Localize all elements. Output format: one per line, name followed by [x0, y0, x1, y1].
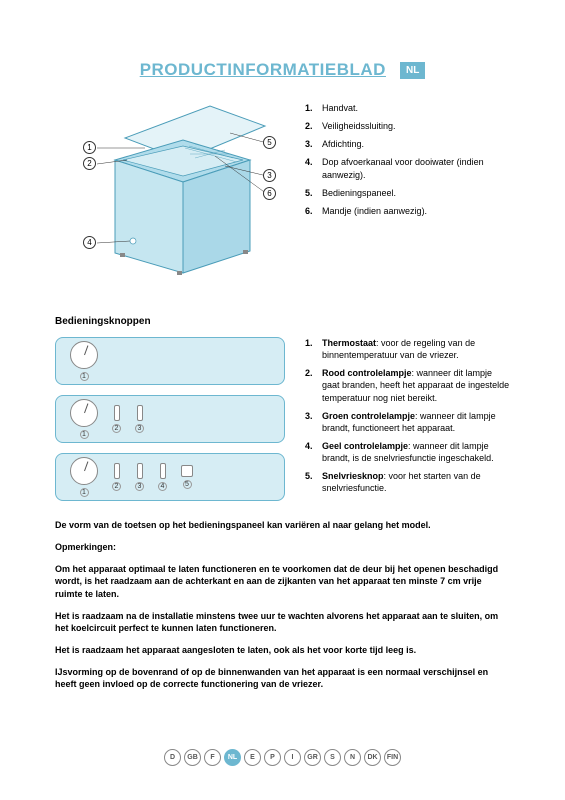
callout-3: 3 [263, 169, 276, 182]
callout-4: 4 [83, 236, 96, 249]
lang-d: D [164, 749, 181, 766]
list-item: 6.Mandje (indien aanwezig). [305, 205, 510, 217]
indicator-light-icon [160, 463, 166, 479]
lang-nl: NL [224, 749, 241, 766]
list-item: 2.Rood controlelampje: wanneer dit lampj… [305, 367, 510, 403]
callout-1: 1 [83, 141, 96, 154]
language-selector-row: D GB F NL E P I GR S N DK FIN [0, 749, 565, 766]
language-badge: NL [400, 62, 425, 79]
list-item: 3.Groen controlelampje: wanneer dit lamp… [305, 410, 510, 434]
remarks-heading: Opmerkingen: [55, 541, 510, 553]
remark-text: IJsvorming op de bovenrand of op de binn… [55, 666, 510, 690]
list-item: 5.Bedieningspaneel. [305, 187, 510, 199]
list-item: 3.Afdichting. [305, 138, 510, 150]
indicator-light-icon [114, 463, 120, 479]
thermostat-dial-icon [70, 399, 98, 427]
list-item: 2.Veiligheidssluiting. [305, 120, 510, 132]
indicator-light-icon [137, 405, 143, 421]
callout-2: 2 [83, 157, 96, 170]
list-item: 5.Snelvriesknop: voor het starten van de… [305, 470, 510, 494]
indicator-light-icon [114, 405, 120, 421]
freezer-diagram: 1 2 4 5 3 6 [55, 98, 285, 288]
control-panels-illustration: 1 1 2 3 1 2 3 4 5 [55, 337, 285, 501]
control-panel-variant-2: 1 2 3 [55, 395, 285, 443]
callout-5: 5 [263, 136, 276, 149]
controls-heading: Bedieningsknoppen [55, 316, 510, 327]
list-item: 1.Handvat. [305, 102, 510, 114]
lang-gr: GR [304, 749, 321, 766]
lang-fin: FIN [384, 749, 401, 766]
lang-gb: GB [184, 749, 201, 766]
lang-n: N [344, 749, 361, 766]
fast-freeze-button-icon [181, 465, 193, 477]
lang-p: P [264, 749, 281, 766]
lang-f: F [204, 749, 221, 766]
indicator-light-icon [137, 463, 143, 479]
lang-dk: DK [364, 749, 381, 766]
list-item: 1.Thermostaat: voor de regeling van de b… [305, 337, 510, 361]
panel-variation-note: De vorm van de toetsen op het bedienings… [55, 519, 510, 531]
list-item: 4.Dop afvoerkanaal voor dooiwater (indie… [305, 156, 510, 180]
control-panel-variant-1: 1 [55, 337, 285, 385]
parts-list: 1.Handvat. 2.Veiligheidssluiting. 3.Afdi… [305, 98, 510, 288]
lang-s: S [324, 749, 341, 766]
list-item: 4.Geel controlelampje: wanneer dit lampj… [305, 440, 510, 464]
callout-6: 6 [263, 187, 276, 200]
remark-text: Het is raadzaam na de installatie minste… [55, 610, 510, 634]
page-title: PRODUCTINFORMATIEBLAD [140, 60, 386, 80]
remark-text: Het is raadzaam het apparaat aangesloten… [55, 644, 510, 656]
control-panel-variant-3: 1 2 3 4 5 [55, 453, 285, 501]
lang-e: E [244, 749, 261, 766]
thermostat-dial-icon [70, 341, 98, 369]
thermostat-dial-icon [70, 457, 98, 485]
controls-list: 1.Thermostaat: voor de regeling van de b… [305, 337, 510, 501]
lang-i: I [284, 749, 301, 766]
remark-text: Om het apparaat optimaal te laten functi… [55, 563, 510, 599]
